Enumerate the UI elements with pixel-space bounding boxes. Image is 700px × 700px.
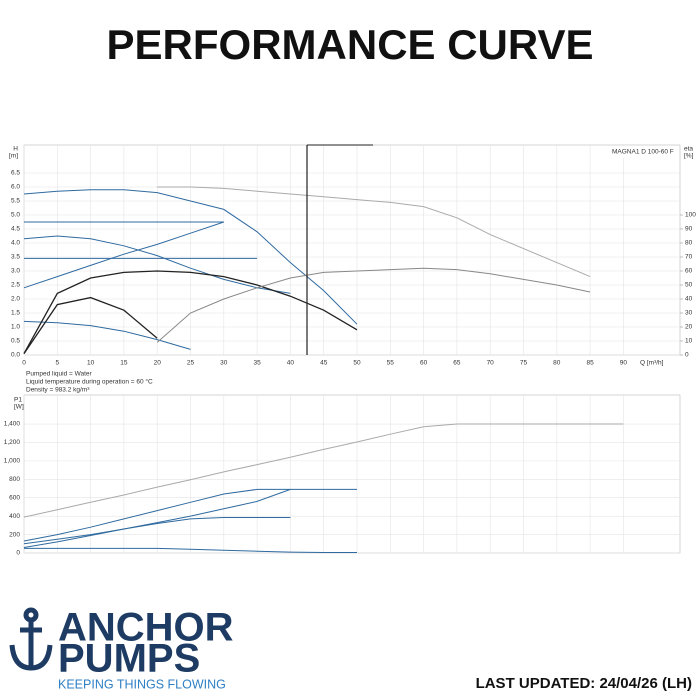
y2-tick-label: 80: [685, 240, 693, 247]
logo-anchor: [9, 607, 53, 671]
y-tick-label: 5.5: [11, 198, 20, 205]
model: MAGNA1 D 100-60 F: [612, 149, 674, 156]
y-tick-label: 6.5: [11, 170, 20, 177]
y2-unit: [%]: [684, 153, 694, 160]
y2-tick-label: 100: [685, 212, 696, 219]
y2-tick-label: 10: [685, 338, 693, 345]
x-tick-label: 75: [520, 360, 528, 367]
x-tick-label: 45: [320, 360, 328, 367]
y2-tick-label: 20: [685, 324, 693, 331]
x-tick-label: 60: [420, 360, 428, 367]
head-chart: 0 5 10 15 20 25 30 35 40 45 50 55 60 65 70 75 80 85 900.00…: [11, 144, 696, 367]
y2-tick-label: 70: [685, 254, 693, 261]
y-tick-label: 1,400: [4, 421, 21, 428]
y2-label: eta: [684, 146, 693, 153]
y-unit: [W]: [14, 404, 24, 411]
y2-tick-label: 60: [685, 268, 693, 275]
y2-tick-label: 40: [685, 296, 693, 303]
y2-tick-label: 0: [685, 352, 689, 359]
note: Liquid temperature during operation = 60…: [26, 378, 153, 386]
curve: [23, 423, 624, 518]
curve: [23, 296, 158, 354]
page-title: PERFORMANCE CURVE: [107, 21, 594, 68]
x-tick-label: 90: [620, 360, 628, 367]
y-tick-label: 1.0: [11, 324, 20, 331]
curve: [156, 267, 591, 343]
x-tick-label: 65: [453, 360, 461, 367]
tagline: KEEPING THINGS FLOWING: [58, 677, 226, 691]
y2-tick-label: 50: [685, 282, 693, 289]
updated: LAST UPDATED: 24/04/26 (LH): [476, 675, 692, 692]
y-tick-label: 1.5: [11, 310, 20, 317]
curve: [23, 517, 291, 545]
curve: [157, 186, 591, 278]
x-tick-label: 80: [553, 360, 561, 367]
curve: [23, 270, 358, 354]
y2-tick-label: 30: [685, 310, 693, 317]
y-tick-label: 400: [9, 513, 20, 520]
curve: [23, 488, 291, 548]
x-tick-label: 85: [586, 360, 594, 367]
x-tick-label: 25: [187, 360, 195, 367]
curve: [23, 488, 357, 542]
x-tick-label: 55: [387, 360, 395, 367]
y-tick-label: 3.0: [11, 268, 20, 275]
y-tick-label: 0.5: [11, 338, 20, 345]
y-tick-label: 0.0: [11, 352, 20, 359]
note: Pumped liquid = Water: [26, 371, 93, 378]
y-tick-label: 800: [9, 476, 20, 483]
y-tick-label: 600: [9, 494, 20, 501]
x-tick-label: 20: [154, 360, 162, 367]
x-tick-label: 15: [120, 360, 128, 367]
y-tick-label: 0: [16, 550, 20, 557]
y-tick-label: 1,000: [4, 458, 21, 465]
brand: PUMPS: [58, 637, 200, 681]
y-tick-label: 2.5: [11, 282, 20, 289]
note: Density = 983.2 kg/m³: [26, 387, 90, 394]
x-tick-label: 5: [55, 360, 59, 367]
curve: [23, 221, 224, 289]
y-tick-label: 4.5: [11, 226, 20, 233]
y-tick-label: 5.0: [11, 212, 20, 219]
y-tick-label: 3.5: [11, 254, 20, 261]
x-tick-label: 40: [287, 360, 295, 367]
y-tick-label: 1,200: [4, 439, 21, 446]
x-tick-label: 30: [220, 360, 228, 367]
plot-area: [23, 144, 681, 356]
curve: [23, 320, 191, 350]
x-label: Q [m³/h]: [640, 360, 664, 367]
y2-tick-label: 90: [685, 226, 693, 233]
model-box: [608, 146, 678, 158]
y-label: H: [13, 146, 18, 153]
curve: [24, 547, 357, 553]
x-tick-label: 50: [353, 360, 361, 367]
x-tick-label: 35: [253, 360, 261, 367]
power-chart: 0 200 400 600 800 1,000 1,200 1,400: [4, 394, 681, 557]
x-tick-label: 0: [22, 360, 26, 367]
y-unit: [m]: [9, 153, 18, 160]
y-tick-label: 200: [9, 531, 20, 538]
y-label: P1: [14, 397, 22, 404]
plot-area: [23, 394, 681, 554]
x-tick-label: 70: [487, 360, 495, 367]
y-tick-label: 4.0: [11, 240, 20, 247]
x-tick-label: 10: [87, 360, 95, 367]
curve: [23, 189, 358, 325]
curve: [23, 235, 291, 294]
y-tick-label: 6.0: [11, 184, 20, 191]
brand: ANCHOR: [58, 606, 234, 650]
y-tick-label: 2.0: [11, 296, 20, 303]
